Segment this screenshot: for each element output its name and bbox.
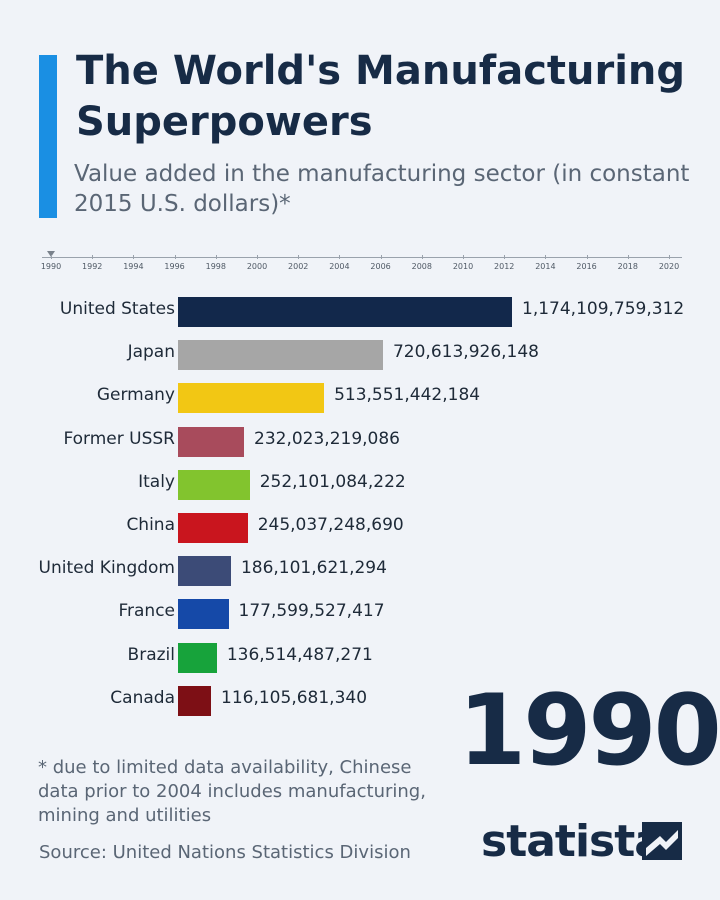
statista-logo-text: statista xyxy=(481,816,664,867)
value-label: 252,101,084,222 xyxy=(259,471,406,492)
timeline-tick xyxy=(92,255,94,259)
category-label: China xyxy=(126,515,175,535)
bar-row: United Kingdom 186,101,621,294 xyxy=(0,555,720,587)
bar-row: Germany 513,551,442,184 xyxy=(0,382,720,414)
category-label: Canada xyxy=(110,687,175,708)
bar xyxy=(178,426,244,457)
chart-title: The World's Manufacturing Superpowers xyxy=(76,48,686,145)
value-label: 1,174,109,759,312 xyxy=(522,299,685,319)
timeline-tick-label: 2006 xyxy=(370,262,391,271)
bar xyxy=(178,642,217,673)
timeline-tick-label: 2016 xyxy=(576,262,597,271)
timeline-tick xyxy=(545,255,547,259)
category-label: France xyxy=(118,601,175,622)
timeline-tick xyxy=(257,255,258,259)
timeline-tick-label: 2020 xyxy=(658,262,680,271)
timeline-tick-label: 1990 xyxy=(40,262,62,271)
timeline-tick xyxy=(504,255,506,259)
timeline-tick xyxy=(586,255,588,259)
bar-row: Italy 252,101,084,222 xyxy=(0,469,720,501)
footnote: * due to limited data availability, Chin… xyxy=(38,757,426,826)
category-label: Germany xyxy=(96,385,175,406)
year-timeline: 1990 1992 1994 1996 1998 2000 2002 2004 2006 2008… xyxy=(0,248,720,278)
bar xyxy=(178,469,250,500)
bar-row: United States 1,174,109,759,312 xyxy=(0,296,720,328)
value-label: 136,514,487,271 xyxy=(226,644,373,665)
bar-row: Brazil 136,514,487,271 xyxy=(0,642,720,674)
value-label: 245,037,248,690 xyxy=(257,515,404,535)
value-label: 232,023,219,086 xyxy=(254,428,401,449)
bar xyxy=(178,513,248,543)
value-label: 177,599,527,417 xyxy=(238,601,385,622)
bar-row: Canada 116,105,681,340 xyxy=(0,685,720,717)
bar-row: Former USSR 232,023,219,086 xyxy=(0,426,720,458)
timeline-tick-label: 2002 xyxy=(288,262,309,271)
timeline-tick-label: 1992 xyxy=(82,262,103,271)
bar-row: France 177,599,527,417 xyxy=(0,598,720,630)
timeline-tick xyxy=(133,255,135,259)
timeline-tick xyxy=(51,255,52,259)
timeline-tick xyxy=(380,255,382,259)
source-note: Source: United Nations Statistics Divisi… xyxy=(39,842,411,863)
bar xyxy=(178,340,383,371)
timeline-tick xyxy=(463,255,464,259)
timeline-position-marker xyxy=(47,251,55,257)
timeline-line xyxy=(42,257,682,258)
bar xyxy=(178,383,325,414)
timeline-tick-label: 2004 xyxy=(329,262,350,271)
timeline-tick-label: 2000 xyxy=(246,262,268,271)
timeline-tick-label: 2014 xyxy=(535,262,556,271)
category-label: Brazil xyxy=(127,644,175,665)
value-label: 116,105,681,340 xyxy=(221,687,368,708)
bar-row: China 245,037,248,690 xyxy=(0,512,720,544)
value-label: 186,101,621,294 xyxy=(240,558,387,579)
bar xyxy=(178,685,212,716)
category-label: United Kingdom xyxy=(38,558,175,579)
timeline-tick xyxy=(215,255,217,259)
bar xyxy=(178,297,512,327)
category-label: Former USSR xyxy=(63,428,175,449)
timeline-tick-label: 2010 xyxy=(452,262,474,271)
current-year: 1990 xyxy=(458,674,720,788)
timeline-tick-label: 2008 xyxy=(411,262,432,271)
timeline-tick-label: 1996 xyxy=(164,262,185,271)
title-accent-bar xyxy=(39,55,57,218)
category-label: Japan xyxy=(127,342,175,363)
timeline-tick-label: 2012 xyxy=(494,262,515,271)
timeline-tick-label: 1998 xyxy=(205,262,226,271)
bar-row: Japan 720,613,926,148 xyxy=(0,339,720,371)
timeline-tick-label: 1994 xyxy=(123,262,144,271)
value-label: 513,551,442,184 xyxy=(334,385,481,406)
timeline-tick-label: 2018 xyxy=(617,262,638,271)
timeline-tick xyxy=(421,255,423,259)
timeline-tick xyxy=(298,255,300,259)
chart-subtitle: Value added in the manufacturing sector … xyxy=(74,161,690,217)
statista-logo-icon xyxy=(642,822,682,860)
timeline-tick xyxy=(627,255,629,259)
timeline-tick xyxy=(339,255,341,259)
timeline-tick xyxy=(669,255,670,259)
timeline-tick xyxy=(174,255,176,259)
value-label: 720,613,926,148 xyxy=(392,342,539,363)
bar xyxy=(178,599,229,630)
bar xyxy=(178,556,231,587)
category-label: Italy xyxy=(138,471,175,492)
category-label: United States xyxy=(59,299,175,319)
